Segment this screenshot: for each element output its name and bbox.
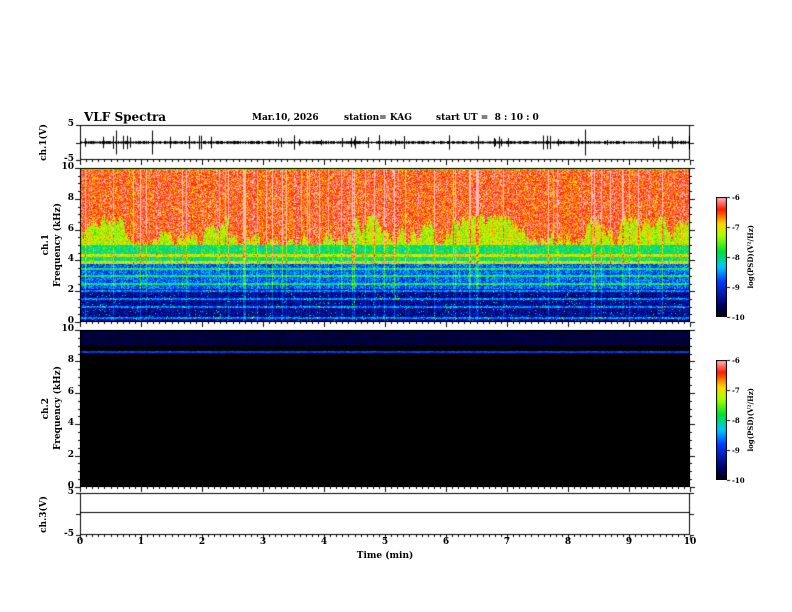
ch1-channel-label: ch.1 [41, 234, 51, 256]
y-tick-label: 2 [67, 450, 74, 460]
x-tick-label: 1 [137, 537, 145, 547]
x-tick-label: 4 [320, 537, 328, 547]
y-tick-label: 10 [61, 324, 74, 334]
colorbar-tick-label: -6 [732, 356, 740, 365]
x-tick-label: 0 [76, 537, 84, 547]
colorbar-tick-label: -9 [732, 446, 740, 455]
x-tick-label: 6 [442, 537, 450, 547]
colorbar-tick-label: -6 [732, 193, 740, 202]
y-tick-label: 10 [61, 162, 74, 172]
colorbar-tick-label: -9 [732, 283, 740, 292]
ch2-spectrogram-canvas [80, 330, 690, 487]
colorbar2-axis-label: log(PSD)(V²/Hz) [745, 388, 755, 452]
colorbar1-axis-label: log(PSD)(V²/Hz) [745, 225, 755, 289]
x-axis-label: Time (min) [356, 551, 414, 561]
colorbar-tick-label: -7 [732, 223, 740, 232]
colorbar-tick-label: -10 [732, 476, 745, 485]
figure-start-ut: start UT = 8 : 10 : 0 [436, 113, 539, 123]
y-tick-label: 6 [67, 224, 74, 234]
colorbar-tick-label: -8 [732, 253, 740, 262]
y-tick-label: 6 [67, 387, 74, 397]
y-tick-label: 8 [67, 193, 74, 203]
figure-title: VLF Spectra [84, 110, 167, 124]
x-tick-label: 9 [625, 537, 633, 547]
colorbar-ch2-canvas [716, 360, 727, 480]
x-tick-label: 2 [198, 537, 206, 547]
x-tick-label: 5 [381, 537, 389, 547]
y-tick-label: -5 [64, 154, 74, 164]
colorbar-tick-label: -7 [732, 386, 740, 395]
y-tick-label: 0 [67, 481, 74, 491]
colorbar-ch1-canvas [716, 197, 727, 317]
ch1-spectrogram-canvas [80, 168, 690, 322]
ch1-frequency-axis-label: Frequency (kHz) [53, 202, 63, 287]
ch1-voltage-waveform-canvas [80, 125, 690, 160]
ch2-frequency-axis-label: Frequency (kHz) [53, 366, 63, 451]
y-tick-label: 5 [67, 487, 74, 497]
y-tick-label: 4 [67, 254, 74, 264]
x-tick-label: 7 [503, 537, 511, 547]
y-tick-label: 8 [67, 355, 74, 365]
y-tick-label: 0 [67, 316, 74, 326]
x-tick-label: 10 [683, 537, 697, 547]
y-tick-label: 5 [67, 119, 74, 129]
ch3-voltage-waveform-canvas [80, 493, 690, 535]
colorbar-tick-label: -8 [732, 416, 740, 425]
y-tick-label: -5 [64, 529, 74, 539]
x-tick-label: 3 [259, 537, 267, 547]
y-tick-label: 4 [67, 418, 74, 428]
x-tick-label: 8 [564, 537, 572, 547]
figure-station: station= KAG [344, 113, 412, 123]
y-tick-label: 2 [67, 285, 74, 295]
figure-date: Mar.10, 2026 [252, 113, 319, 123]
ch2-channel-label: ch.2 [41, 397, 51, 420]
colorbar-tick-label: -10 [732, 313, 745, 322]
